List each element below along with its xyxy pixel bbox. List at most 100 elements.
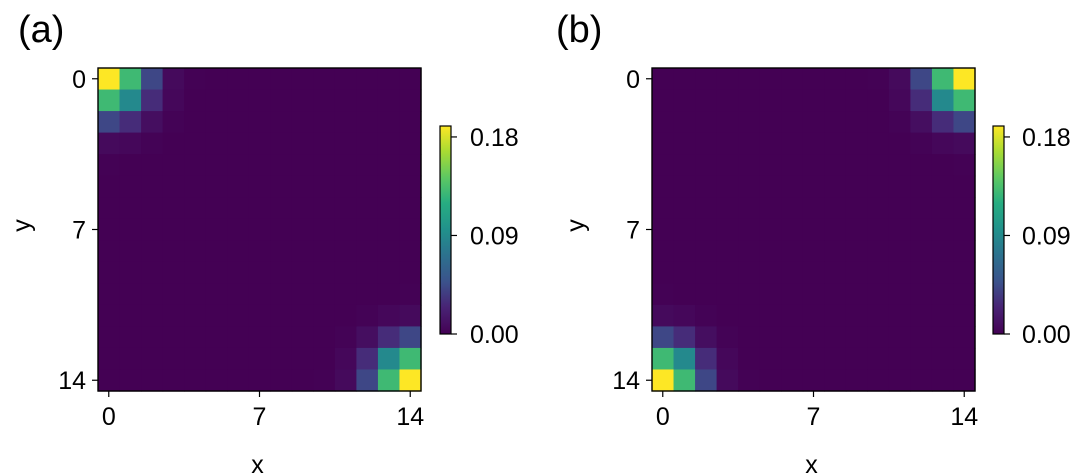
heatmap-cell [781,111,804,134]
heatmap-cell [205,369,228,392]
heatmap-cell [652,304,675,327]
heatmap-cell [867,369,890,392]
x-tick-label: 7 [807,403,821,431]
heatmap-cell [867,68,890,91]
heatmap-cell [673,240,696,263]
x-axis-label: x [805,451,818,474]
heatmap-cell [119,347,142,371]
heatmap-cell [652,68,675,91]
heatmap-cell [356,154,379,177]
heatmap-cell [652,240,675,263]
heatmap-cell [867,89,890,112]
heatmap-cell [845,240,868,263]
heatmap-cell [781,369,804,392]
heatmap-cell [931,218,955,241]
heatmap-cell [824,218,847,241]
heatmap-cell [248,369,271,392]
heatmap-cell [953,369,976,392]
heatmap-cell [313,132,336,155]
heatmap-cell [845,369,868,392]
heatmap-cell [98,369,121,392]
heatmap-cell [377,197,401,220]
heatmap-cell [759,89,782,112]
heatmap-cell [356,132,379,155]
heatmap-cell [334,283,357,306]
heatmap-cell [738,369,761,392]
heatmap-cell [291,68,314,91]
heatmap-cell [759,304,782,327]
heatmap-cell [738,154,761,177]
heatmap-cell [845,132,868,155]
heatmap-cell [888,132,911,155]
heatmap-cell [141,154,164,177]
heatmap-cell [162,304,185,327]
heatmap-cell [98,283,121,306]
heatmap-cell [888,111,911,134]
heatmap-cell [652,89,675,112]
heatmap-cell [270,154,293,177]
heatmap-cell [334,369,357,392]
heatmap-cell [184,304,207,327]
heatmap-cell [334,89,357,112]
heatmap-cell [867,154,890,177]
heatmap-cell [953,283,976,306]
heatmap-cell [141,218,164,241]
heatmap-cell [291,154,314,177]
heatmap-cell [953,240,976,263]
heatmap-cell [695,89,718,112]
heatmap-cell [162,326,185,349]
heatmap-cell [334,240,357,263]
heatmap-cell [162,154,185,177]
heatmap-cell [759,261,782,284]
heatmap-cell [781,283,804,306]
heatmap-cell [205,326,228,349]
heatmap-cell [356,111,379,134]
heatmap-cell [781,304,804,327]
heatmap-cell [184,111,207,134]
heatmap-cell [227,89,250,112]
heatmap-cell [759,154,782,177]
heatmap-cell [377,304,401,327]
heatmap-cell [738,304,761,327]
y-tick-label: 0 [626,66,640,94]
heatmap-cell [248,89,271,112]
heatmap-cell [184,240,207,263]
heatmap-cell [931,304,955,327]
heatmap-cell [98,197,121,220]
heatmap-cell [738,283,761,306]
heatmap-cell [673,218,696,241]
heatmap-cell [759,132,782,155]
heatmap-cell [695,175,718,198]
heatmap-cell [313,326,336,349]
heatmap-cell [845,283,868,306]
heatmap-cell [888,175,911,198]
heatmap-cell [673,111,696,134]
x-tick-label: 14 [950,403,978,431]
heatmap-cell [845,68,868,91]
heatmap-cell [652,154,675,177]
heatmap-cell [802,197,825,220]
heatmap-cell [313,240,336,263]
heatmap-cell [377,261,401,284]
heatmap-cell [802,175,825,198]
colorbar-tick-label: 0.09 [1022,222,1071,250]
heatmap-cell [738,261,761,284]
y-tick-label: 7 [72,217,86,245]
y-tick-label: 7 [626,217,640,245]
heatmap-cell [184,89,207,112]
heatmap-cell [673,68,696,91]
heatmap-cell [781,175,804,198]
heatmap-cell [399,304,422,327]
heatmap-cell [399,132,422,155]
heatmap-cell [248,218,271,241]
heatmap-cell [227,218,250,241]
heatmap-cell [119,283,142,306]
heatmap-cell [673,197,696,220]
heatmap-cell [910,218,933,241]
heatmap-cell [205,261,228,284]
heatmap-cell [953,197,976,220]
heatmap-cell [334,347,357,371]
heatmap-cell [888,218,911,241]
heatmap-cell [759,175,782,198]
heatmap-cell [227,261,250,284]
